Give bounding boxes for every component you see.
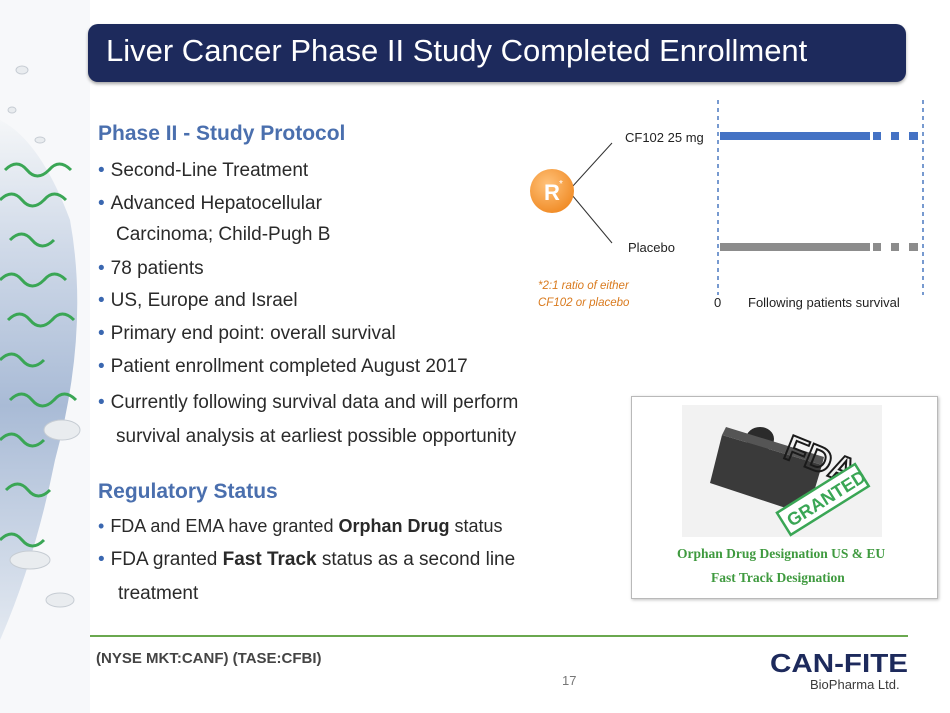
protocol-bullet: • Currently following survival data and w…: [98, 392, 519, 413]
arm2-bar-dash: [891, 243, 899, 251]
decorative-molecule-art: [0, 0, 90, 713]
bullet-dot: •: [98, 516, 105, 536]
bullet-dot: •: [98, 193, 105, 214]
arm1-bar-dash: [873, 132, 881, 140]
arm2-bar: [720, 243, 870, 251]
bullet-dot: •: [98, 258, 105, 279]
logo-wordmark: CAN-FITE: [770, 648, 908, 678]
protocol-heading: Phase II - Study Protocol: [98, 122, 346, 145]
page-title: Liver Cancer Phase II Study Completed En…: [106, 33, 808, 68]
page-number: 17: [562, 673, 577, 688]
regulatory-heading: Regulatory Status: [98, 480, 278, 503]
bullet-dot: •: [98, 160, 105, 181]
footer-divider: [90, 635, 908, 637]
regulatory-bullet: • FDA and EMA have granted Orphan Drug st…: [98, 516, 503, 536]
arm1-bar-dash: [909, 132, 918, 140]
bullet-dot: •: [98, 392, 105, 413]
ratio-note-line1: *2:1 ratio of either: [538, 280, 630, 292]
axis-label: Following patients survival: [748, 295, 900, 310]
bullet-dot: •: [98, 290, 105, 311]
protocol-bullet: • Patient enrollment completed August 201…: [98, 356, 468, 377]
arm2-label: Placebo: [628, 240, 675, 255]
ratio-note-line2: CF102 or placebo: [538, 297, 630, 309]
protocol-bullet: • US, Europe and Israel: [98, 290, 298, 311]
protocol-bullet-continuation: Carcinoma; Child-Pugh B: [116, 224, 331, 245]
company-logo: CAN-FITE BioPharma Ltd.: [770, 648, 908, 692]
logo-subtitle: BioPharma Ltd.: [810, 677, 900, 692]
arm2-bar-dash: [873, 243, 881, 251]
arm1-bar: [720, 132, 870, 140]
fda-granted-stamp-image: FDA GRANTED: [682, 405, 882, 537]
stock-ticker: (NYSE MKT:CANF) (TASE:CFBI): [96, 650, 322, 667]
title-bar: Liver Cancer Phase II Study Completed En…: [88, 24, 906, 82]
rubber-stamp-icon: [710, 427, 824, 515]
orphan-drug-caption: Orphan Drug Designation US & EU: [677, 546, 886, 561]
protocol-bullet: • 78 patients: [98, 258, 204, 279]
bullet-dot: •: [98, 549, 105, 570]
fast-track-caption: Fast Track Designation: [711, 570, 845, 585]
protocol-bullet-continuation: survival analysis at earliest possible o…: [116, 426, 517, 447]
bullet-dot: •: [98, 323, 105, 344]
fda-designation-box: FDA GRANTED Orphan Drug Designation US &…: [631, 396, 938, 599]
study-design-diagram: R * CF102 25 mg Placebo *2:1 ratio of ei…: [530, 100, 924, 310]
randomization-asterisk: *: [559, 179, 563, 190]
protocol-bullet: • Advanced Hepatocellular: [98, 193, 322, 214]
arm2-bar-dash: [909, 243, 918, 251]
randomization-label: R: [544, 180, 560, 205]
arm2-branch-line: [571, 194, 613, 244]
randomization-circle: [530, 169, 574, 213]
protocol-bullet: • Second-Line Treatment: [98, 160, 309, 181]
regulatory-bullet-continuation: treatment: [118, 583, 199, 604]
regulatory-bullet: • FDA granted Fast Track status as a seco…: [98, 549, 516, 570]
protocol-bullet: • Primary end point: overall survival: [98, 323, 396, 344]
arm1-branch-line: [571, 142, 613, 188]
arm1-label: CF102 25 mg: [625, 130, 704, 145]
bullet-dot: •: [98, 356, 105, 377]
arm1-bar-dash: [891, 132, 899, 140]
axis-zero-label: 0: [714, 295, 721, 310]
